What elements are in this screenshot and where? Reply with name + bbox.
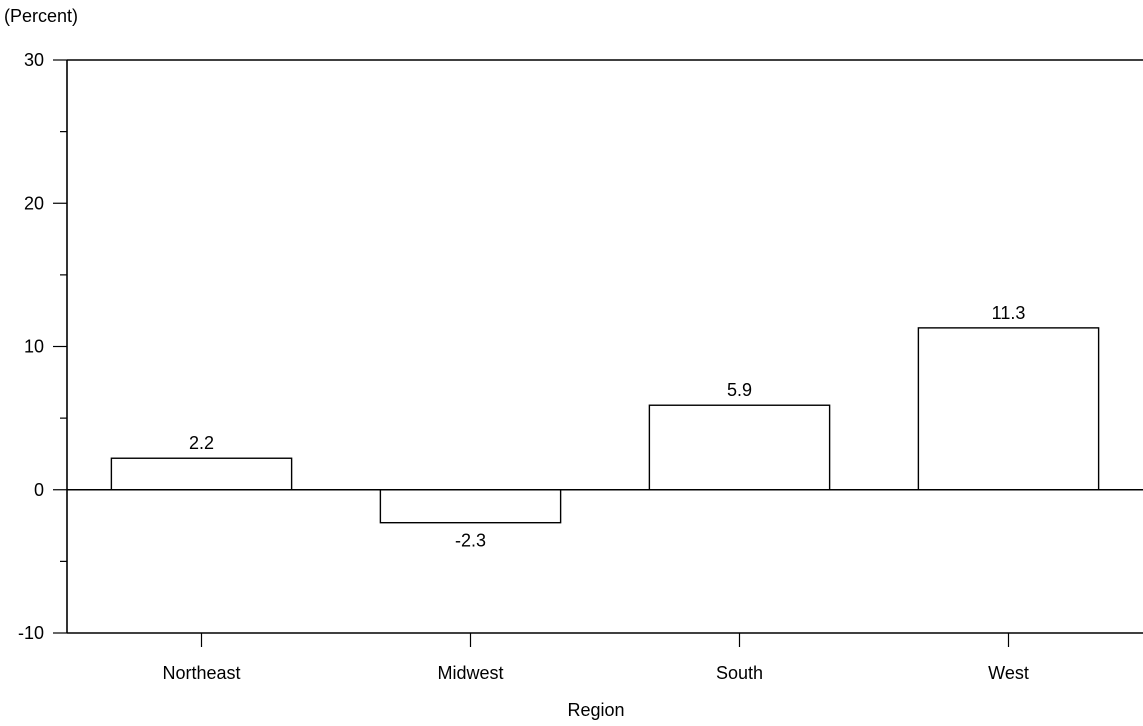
y-tick-label: 30	[24, 50, 44, 70]
y-tick-label: -10	[18, 623, 44, 643]
y-tick-label: 20	[24, 193, 44, 213]
y-tick-label: 0	[34, 480, 44, 500]
data-label: 11.3	[992, 303, 1026, 323]
data-label: -2.3	[455, 531, 486, 551]
x-tick-label: West	[988, 663, 1029, 683]
x-tick-label: South	[716, 663, 763, 683]
y-axis-unit-label: (Percent)	[4, 6, 78, 26]
data-label: 2.2	[189, 433, 214, 453]
bar-northeast	[110, 457, 293, 491]
data-label: 5.9	[727, 380, 752, 400]
bar-west	[917, 327, 1100, 491]
axes	[66, 59, 1143, 634]
bar-south	[648, 404, 831, 491]
y-tick-label: 10	[24, 337, 44, 357]
bars: 2.2 -2.3 5.9 11.3	[110, 303, 1100, 551]
bar-midwest	[379, 489, 562, 524]
x-axis-title: Region	[567, 700, 624, 720]
y-axis-ticks: -10 0 10 20 30	[18, 50, 67, 643]
x-tick-label: Midwest	[437, 663, 503, 683]
x-axis-ticks: Northeast Midwest South West	[162, 633, 1029, 683]
x-tick-label: Northeast	[162, 663, 240, 683]
